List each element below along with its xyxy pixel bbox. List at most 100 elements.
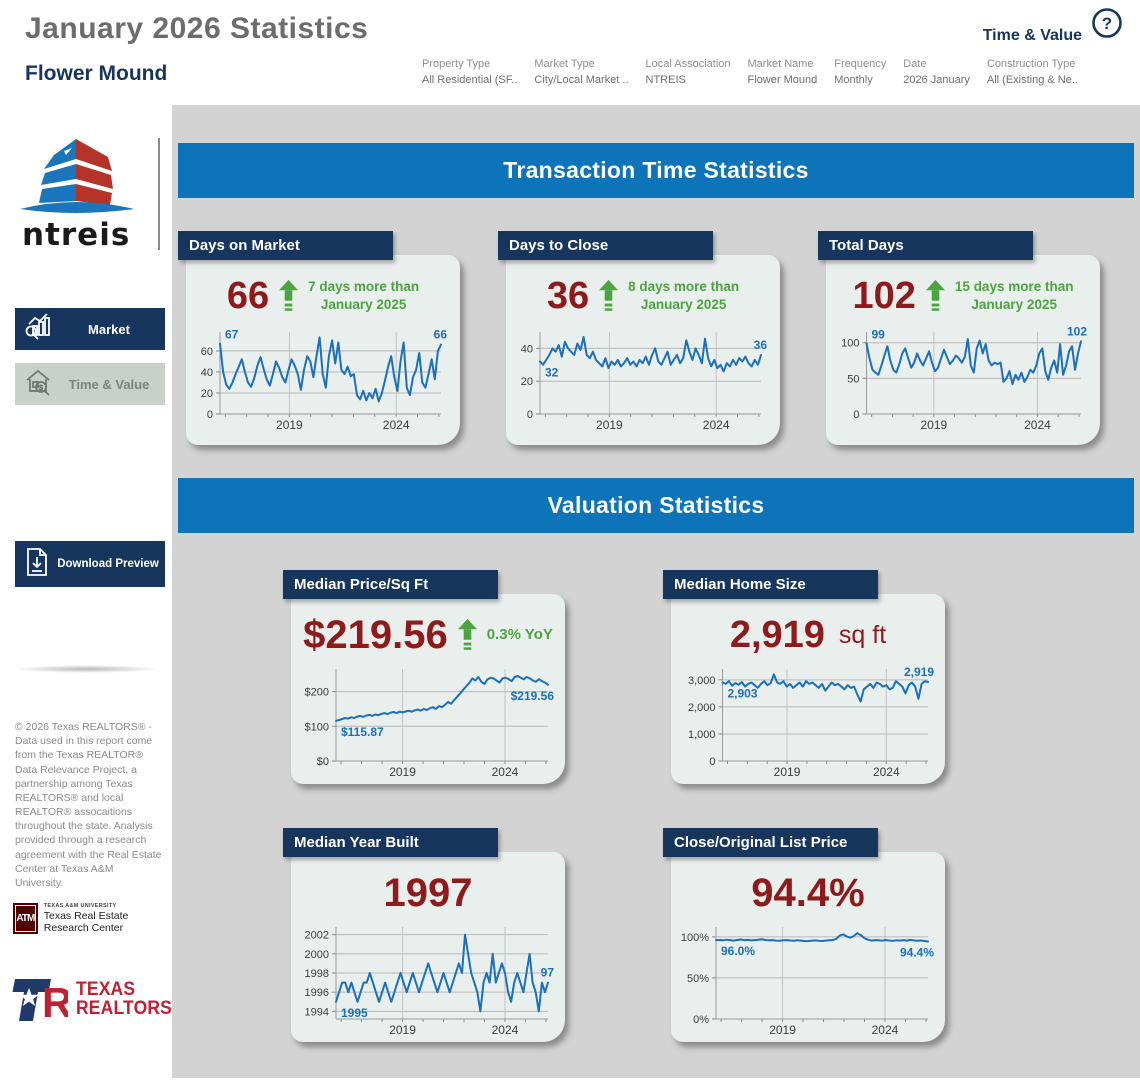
filter-construction-type[interactable]: Construction Type All (Existing & Ne..: [987, 58, 1078, 86]
filter-value[interactable]: All Residential (SF..: [422, 74, 518, 86]
svg-text:102: 102: [1067, 325, 1087, 338]
median-year-built-value: 1997: [383, 871, 473, 915]
total-days-chart: 0 50 100 2019 2024 99 102: [837, 324, 1089, 432]
svg-text:$200: $200: [305, 687, 329, 699]
yoy-change-text: 7 days more than January 2025: [308, 279, 420, 312]
filter-frequency[interactable]: Frequency Monthly: [834, 58, 886, 86]
days-to-close-value: 36: [546, 275, 590, 317]
svg-text:?: ?: [1102, 14, 1112, 33]
filter-market-name[interactable]: Market Name Flower Mound: [748, 58, 818, 86]
ntreis-logo: ntreis: [14, 133, 164, 253]
market-subtitle: Flower Mound: [25, 62, 168, 85]
svg-text:20: 20: [521, 376, 533, 388]
card-title: Median Price/Sq Ft: [283, 570, 498, 599]
filter-value[interactable]: 2026 January: [903, 74, 970, 86]
filter-label: Market Name: [747, 58, 814, 70]
filter-value[interactable]: All (Existing & Ne..: [986, 74, 1078, 86]
view-title: Time & Value: [982, 27, 1082, 44]
svg-text:2,919: 2,919: [904, 665, 934, 679]
svg-text:2019: 2019: [774, 765, 801, 778]
svg-text:$100: $100: [305, 721, 329, 733]
help-icon[interactable]: ?: [1090, 6, 1124, 40]
card-title: Median Year Built: [283, 828, 498, 857]
svg-text:99: 99: [872, 327, 886, 341]
card-title: Close/Original List Price: [663, 828, 878, 857]
svg-text:2,903: 2,903: [728, 686, 758, 700]
filter-date[interactable]: Date 2026 January: [903, 58, 970, 86]
filter-local-association[interactable]: Local Association NTREIS: [646, 58, 731, 86]
close-original-value: 94.4%: [751, 871, 865, 915]
copyright-text: © 2026 Texas REALTORS® - Data used in th…: [15, 721, 162, 889]
svg-text:ntreis: ntreis: [22, 217, 130, 251]
yoy-change-text: 8 days more than January 2025: [628, 279, 740, 312]
median-home-size-unit: sq ft: [838, 620, 887, 649]
svg-text:94.4%: 94.4%: [900, 945, 934, 959]
svg-text:2024: 2024: [703, 418, 730, 431]
sidebar-item-label: Time & Value: [68, 376, 150, 392]
close-original-chart: 0% 50% 100% 2019 2024 96.0% 94.4%: [680, 920, 936, 1037]
svg-text:$: $: [39, 383, 44, 392]
filter-label: Local Association: [645, 58, 731, 70]
days-on-market-chart: 0 20 40 60 2019 2024 67 66: [197, 325, 449, 432]
svg-text:2024: 2024: [1024, 418, 1051, 431]
svg-text:2024: 2024: [492, 1023, 519, 1036]
sidebar: ntreis Market: [0, 105, 177, 1085]
median-home-size-value: 2,919: [729, 614, 825, 656]
card-days-on-market: Days on Market 66 7 days more than Janua…: [178, 231, 466, 445]
texas-realtors-mark-icon: R: [12, 969, 72, 1030]
svg-text:32: 32: [545, 366, 559, 380]
svg-text:$0: $0: [317, 756, 329, 768]
tamu-university-label: TEXAS A&M UNIVERSITY: [43, 903, 117, 909]
texas-realtors-logo: R TEXAS REALTORS®: [12, 969, 186, 1030]
realtors-wordmark-line1: TEXAS: [76, 979, 136, 1001]
median-year-built-chart: 1994 1996 1998 2000 2002 2019 2024 1995 97: [300, 920, 556, 1037]
filter-value[interactable]: NTREIS: [645, 74, 686, 86]
svg-text:1995: 1995: [341, 1006, 368, 1020]
download-preview-label: Download Preview: [57, 558, 159, 570]
filter-label: Market Type: [534, 58, 595, 70]
sidebar-item-market[interactable]: Market: [15, 308, 165, 350]
increase-arrow-icon: [457, 618, 477, 650]
filter-value[interactable]: Flower Mound: [747, 74, 818, 86]
card-median-home-size: Median Home Size 2,919 sq ft 0 1,000 2,000…: [663, 570, 951, 784]
sidebar-divider: [12, 665, 160, 673]
svg-text:$219.56: $219.56: [511, 689, 555, 703]
svg-text:2024: 2024: [492, 765, 519, 778]
sidebar-item-label: Market: [88, 321, 130, 337]
card-title: Days to Close: [498, 231, 713, 260]
filter-market-type[interactable]: Market Type City/Local Market ..: [534, 58, 628, 86]
svg-text:2019: 2019: [389, 1023, 416, 1036]
svg-text:2019: 2019: [769, 1023, 796, 1036]
card-title: Days on Market: [178, 231, 393, 260]
svg-text:40: 40: [201, 367, 213, 379]
svg-text:0: 0: [207, 409, 213, 421]
logo-divider: [158, 138, 160, 250]
card-title: Median Home Size: [663, 570, 878, 599]
tamu-research-center-logo: ATM TEXAS A&M UNIVERSITY Texas Real Esta…: [13, 903, 172, 934]
svg-text:2000: 2000: [305, 949, 329, 961]
svg-text:100: 100: [841, 338, 859, 350]
section-title: Transaction Time Statistics: [503, 157, 809, 183]
svg-text:2002: 2002: [305, 930, 329, 942]
card-title: Total Days: [818, 231, 1033, 260]
card-days-to-close: Days to Close 36 8 days more than Januar…: [498, 231, 786, 445]
content-area: Transaction Time Statistics Days on Mark…: [172, 105, 1140, 1078]
filter-label: Property Type: [422, 58, 491, 70]
svg-text:2019: 2019: [389, 765, 416, 778]
filter-value[interactable]: City/Local Market ..: [534, 74, 629, 86]
filter-value[interactable]: Monthly: [834, 74, 873, 86]
filter-label: Frequency: [834, 58, 887, 70]
page-title: January 2026 Statistics: [25, 12, 369, 45]
svg-text:66: 66: [434, 328, 448, 342]
yoy-change-text: 15 days more than January 2025: [954, 279, 1074, 312]
sidebar-item-time-value[interactable]: $ Time & Value: [15, 363, 165, 405]
median-price-sqft-value: $219.56: [303, 613, 448, 657]
svg-text:0: 0: [527, 409, 533, 421]
filter-property-type[interactable]: Property Type All Residential (SF..: [422, 58, 517, 86]
download-preview-button[interactable]: Download Preview: [15, 541, 165, 587]
svg-text:2019: 2019: [921, 418, 948, 431]
header: January 2026 Statistics Flower Mound Pro…: [0, 0, 1140, 105]
card-median-year-built: Median Year Built 1997 1994 1996 1998 2000 2…: [283, 828, 571, 1042]
card-median-price-sqft: Median Price/Sq Ft $219.56 0.3% YoY $0 $1…: [283, 570, 571, 784]
